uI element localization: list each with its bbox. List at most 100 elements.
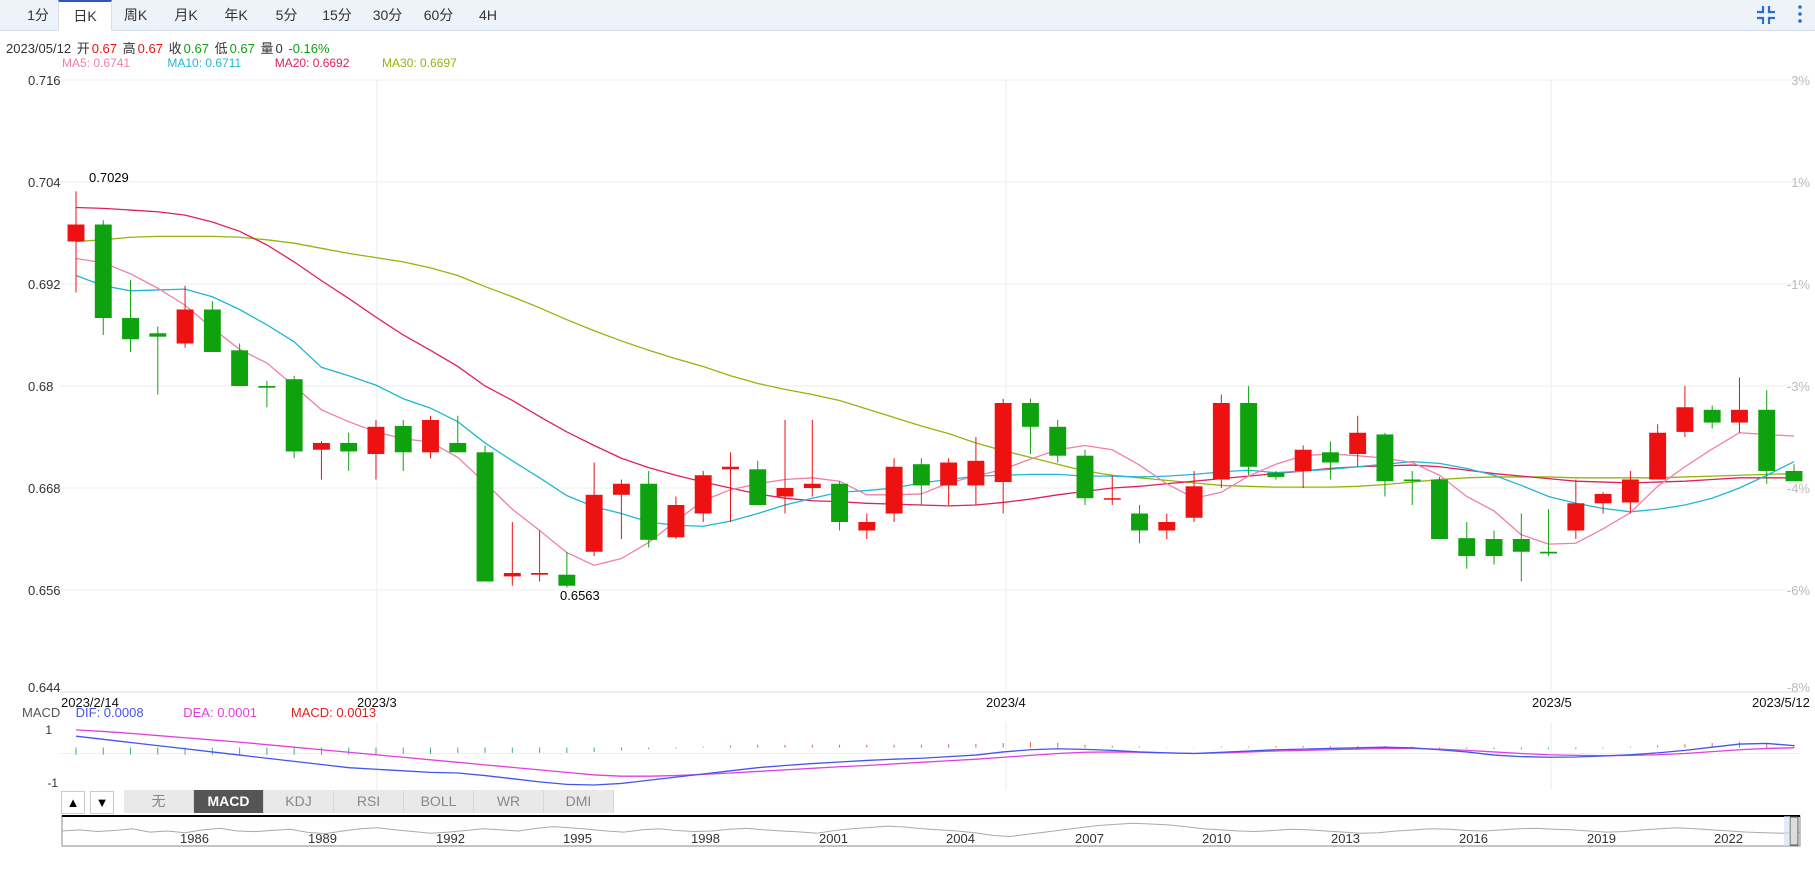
macd-legend: MACD DIF: 0.0008 DEA: 0.0001 MACD: 0.001… bbox=[22, 705, 393, 720]
candle-body bbox=[1785, 471, 1803, 482]
candle-body bbox=[394, 425, 412, 453]
ma10-legend: MA10: 0.6711 bbox=[167, 56, 242, 70]
candle-body bbox=[422, 420, 439, 453]
candle-body bbox=[776, 488, 794, 497]
candle-body bbox=[1403, 479, 1421, 482]
candle-body bbox=[1376, 434, 1394, 482]
candle-body bbox=[585, 494, 603, 552]
date-tick-label: 2023/5 bbox=[1532, 695, 1572, 710]
candle-body bbox=[1185, 486, 1203, 518]
candle-body bbox=[1021, 403, 1039, 427]
date-tick-label: 2023/4 bbox=[986, 695, 1026, 710]
percent-tick-label: -8% bbox=[1787, 680, 1811, 695]
volume-value: 0 bbox=[275, 41, 283, 56]
candle-body bbox=[476, 452, 494, 582]
candle-body bbox=[340, 442, 358, 452]
tab-7[interactable]: 30分 bbox=[372, 7, 403, 23]
ma5-legend: MA5: 0.6741 bbox=[62, 56, 131, 70]
tab-9[interactable]: 4H bbox=[479, 7, 497, 23]
tab-6[interactable]: 15分 bbox=[322, 7, 352, 23]
quote-date: 2023/05/12 bbox=[6, 41, 72, 56]
scroll-down-button[interactable]: ▼ bbox=[90, 791, 114, 814]
candle-body bbox=[367, 426, 385, 454]
dea-line bbox=[75, 729, 1795, 777]
scroll-up-button[interactable]: ▲ bbox=[61, 791, 85, 814]
overview-range-handle[interactable] bbox=[1789, 816, 1799, 846]
indicator-tab-boll[interactable]: BOLL bbox=[404, 790, 474, 813]
candle-body bbox=[1649, 432, 1667, 480]
candle-body bbox=[1049, 426, 1067, 456]
ma20-legend: MA20: 0.6692 bbox=[274, 56, 350, 70]
open-value: 0.67 bbox=[91, 41, 118, 56]
candle-body bbox=[1731, 409, 1748, 423]
tab-8[interactable]: 60分 bbox=[423, 7, 454, 23]
overview-range-window bbox=[1784, 816, 1790, 846]
date-tick-label: 2023/2/14 bbox=[61, 695, 119, 710]
indicator-tab-无[interactable]: 无 bbox=[124, 790, 194, 813]
high-label: 高 bbox=[122, 41, 136, 56]
dif-line bbox=[75, 735, 1795, 786]
candle-body bbox=[449, 442, 467, 453]
candle-body bbox=[749, 469, 767, 505]
collapse-icon[interactable] bbox=[1755, 4, 1777, 26]
candle-body bbox=[1758, 409, 1776, 471]
price-tick-label: 0.656 bbox=[28, 583, 61, 598]
dea-legend: DEA: 0.0001 bbox=[183, 705, 257, 720]
candle-body bbox=[285, 379, 303, 452]
tab-2[interactable]: 周K bbox=[123, 7, 148, 23]
candle-body bbox=[640, 483, 658, 540]
candle-body bbox=[994, 403, 1012, 483]
tab-4[interactable]: 年K bbox=[224, 7, 248, 23]
candle-body bbox=[1676, 407, 1694, 432]
date-tick-label: 2023/3 bbox=[357, 695, 397, 710]
more-vertical-icon[interactable] bbox=[1795, 3, 1805, 25]
tab-0[interactable]: 1分 bbox=[27, 7, 49, 23]
candle-body bbox=[1540, 551, 1558, 554]
candle-body bbox=[1240, 403, 1258, 467]
candle-body bbox=[203, 309, 221, 352]
indicator-tab-rsi[interactable]: RSI bbox=[334, 790, 404, 813]
candle-body bbox=[312, 442, 330, 450]
overview-year-label: 2013 bbox=[1331, 831, 1360, 846]
macd-tick-label: -1 bbox=[47, 776, 58, 790]
candle-body bbox=[667, 505, 685, 538]
low-label: 低 bbox=[214, 41, 228, 56]
percent-tick-label: 3% bbox=[1791, 73, 1810, 88]
candle-body bbox=[1567, 503, 1585, 531]
macd-tick-label: 1 bbox=[45, 723, 52, 737]
candle-body bbox=[94, 224, 112, 318]
candle-body bbox=[1294, 449, 1312, 471]
ma30-line bbox=[75, 235, 1795, 488]
candle-body bbox=[803, 483, 821, 488]
candle-body bbox=[694, 475, 712, 514]
candle-body bbox=[1212, 403, 1230, 480]
candle-body bbox=[1267, 472, 1285, 477]
candle-body bbox=[885, 466, 903, 514]
tab-3[interactable]: 月K bbox=[174, 7, 198, 23]
change-value: -0.16% bbox=[288, 41, 330, 56]
candle-body bbox=[912, 464, 930, 486]
candle-body bbox=[1103, 498, 1121, 500]
candle-body bbox=[612, 483, 630, 495]
indicator-tab-dmi[interactable]: DMI bbox=[544, 790, 614, 813]
overview-series-line bbox=[61, 822, 1801, 838]
overview-year-label: 1989 bbox=[308, 831, 337, 846]
overview-year-label: 1986 bbox=[180, 831, 209, 846]
overview-year-label: 1995 bbox=[563, 831, 592, 846]
indicator-tab-macd[interactable]: MACD bbox=[194, 790, 264, 813]
price-tick-label: 0.704 bbox=[28, 175, 61, 190]
candle-body bbox=[722, 466, 739, 470]
high-value: 0.67 bbox=[137, 41, 163, 56]
overview-year-label: 2004 bbox=[946, 831, 975, 846]
volume-label: 量 bbox=[260, 41, 274, 56]
indicator-tab-kdj[interactable]: KDJ bbox=[264, 790, 334, 813]
ma5-line bbox=[75, 257, 1795, 567]
indicator-tab-wr[interactable]: WR bbox=[474, 790, 544, 813]
tab-1[interactable]: 日K bbox=[58, 0, 112, 31]
tab-5[interactable]: 5分 bbox=[275, 7, 298, 23]
candle-body bbox=[858, 522, 876, 531]
candle-body bbox=[1431, 479, 1448, 539]
dif-legend: DIF: 0.0008 bbox=[75, 705, 144, 720]
